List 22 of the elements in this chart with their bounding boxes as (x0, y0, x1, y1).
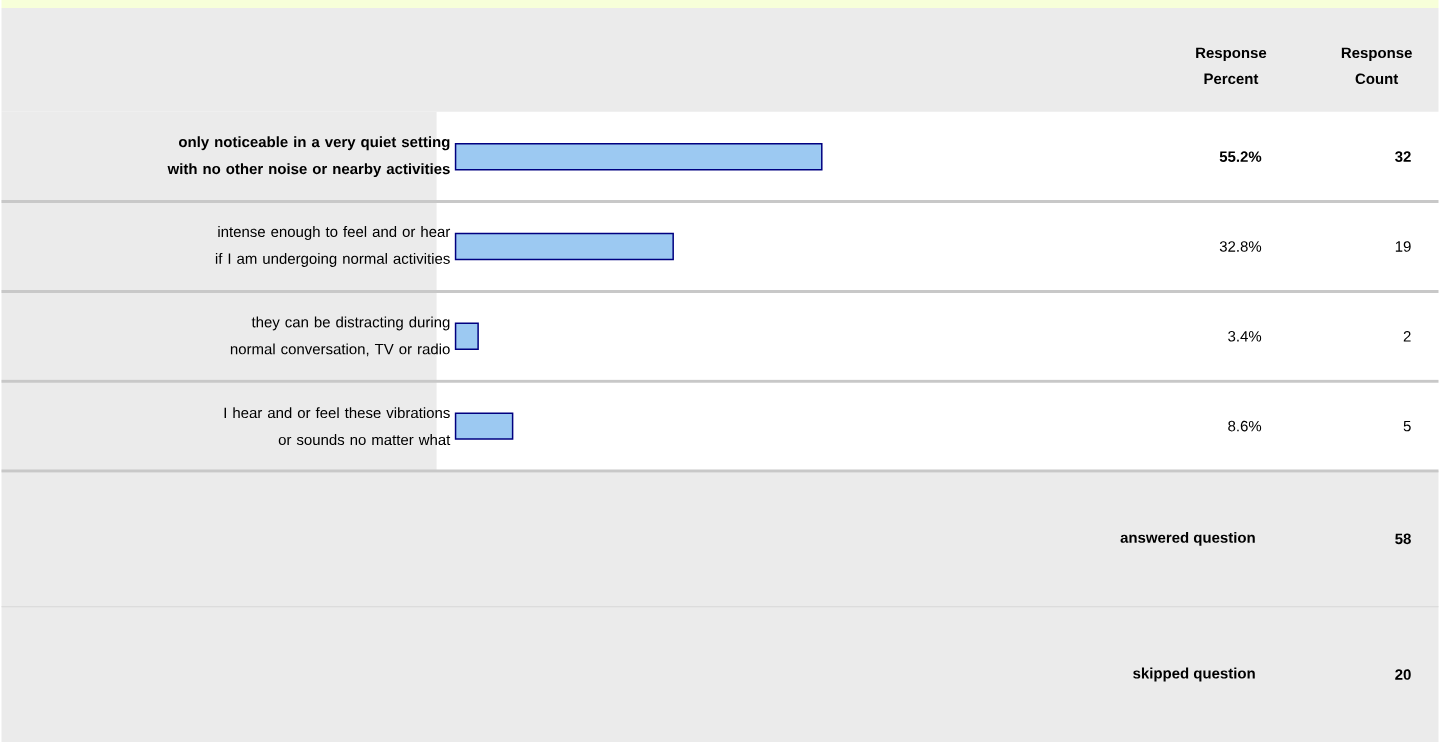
y-tick-label: intense enough to feel and or hear if I am undergoing normal activities (215, 225, 451, 267)
text: 20 (1395, 669, 1411, 680)
text: skipped question (1133, 667, 1255, 682)
text: 2 (1403, 330, 1411, 342)
bar (454, 412, 514, 440)
y-tick-label: only noticeable in a very quiet setting with no other noise or nearby activities (167, 136, 450, 177)
text: 5 (1403, 420, 1411, 432)
y-tick-label: they can be distracting during normal conversation, TV or radio (230, 316, 450, 356)
bar (454, 322, 479, 350)
bar (454, 142, 823, 171)
text: 58 (1395, 533, 1411, 544)
text: 19 (1395, 240, 1411, 252)
bar (454, 232, 674, 260)
data-label: 3.4% (1228, 330, 1262, 342)
y-tick-label: I hear and or feel these vibrations or sounds no matter what (224, 406, 451, 445)
data-label: 55.2% (1219, 151, 1262, 162)
text: Response Count (1341, 47, 1412, 84)
data-label: 8.6% (1228, 420, 1262, 432)
text: Response Percent (1196, 47, 1267, 84)
text: 32 (1395, 151, 1411, 162)
data-label: 32.8% (1219, 240, 1262, 252)
text: answered question (1120, 531, 1255, 546)
